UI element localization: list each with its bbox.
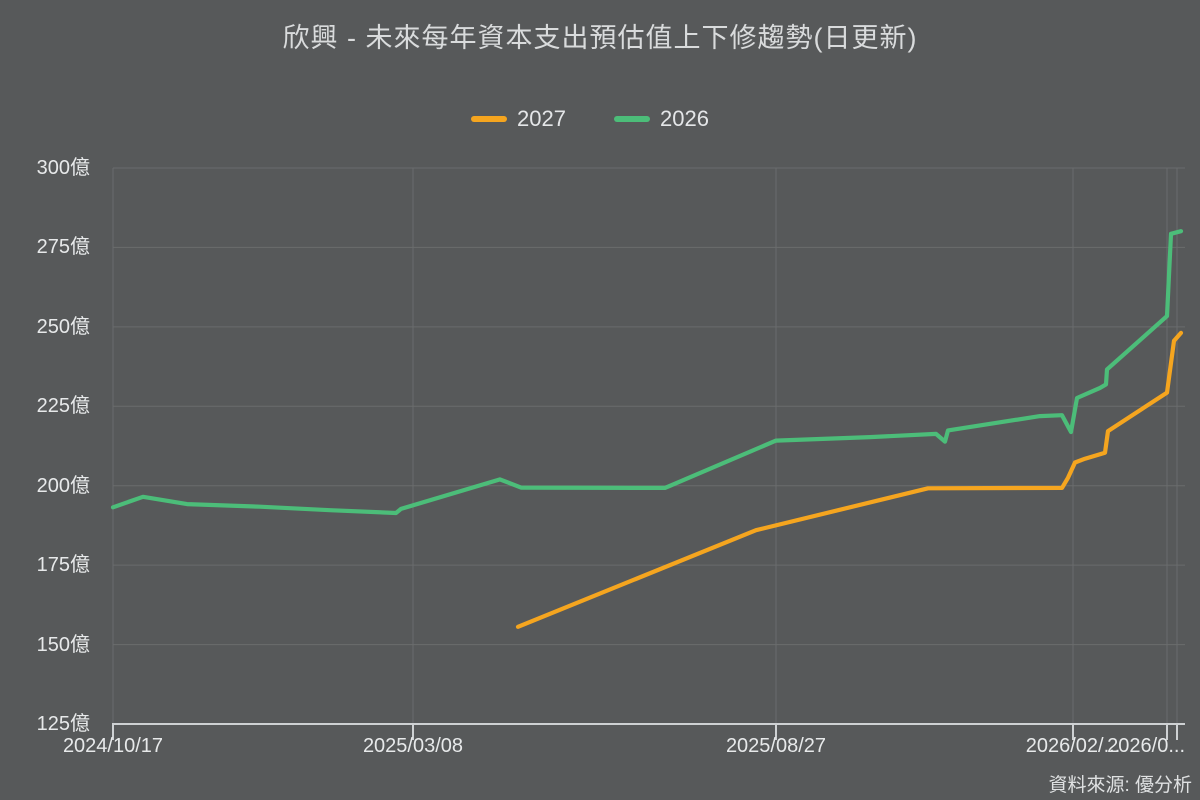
x-axis-label: 2026/0... <box>1107 735 1185 757</box>
legend-swatch-2027 <box>471 116 508 122</box>
x-axis-label: 2026/02/... <box>1025 735 1121 757</box>
x-axis-label: 2025/08/27 <box>725 735 827 757</box>
series-line-2027[interactable] <box>515 330 1184 629</box>
chart-title: 欣興 - 未來每年資本支出預估值上下修趨勢(日更新) <box>282 23 918 53</box>
y-axis-label: 250億 <box>36 315 90 338</box>
data-source-note: 資料來源: 優分析 <box>1048 775 1192 796</box>
y-axis-label: 125億 <box>36 713 90 735</box>
legend-label-2026: 2026 <box>660 106 709 131</box>
legend-item-2027[interactable]: 2027 <box>471 106 566 132</box>
series-line-2026[interactable] <box>110 229 1184 516</box>
y-axis-label: 275億 <box>36 236 90 259</box>
y-axis-label: 225億 <box>36 395 90 418</box>
x-axis-label: 2025/03/08 <box>362 735 464 757</box>
y-axis-label: 200億 <box>36 474 90 497</box>
x-axis-label: 2024/10/17 <box>62 735 164 757</box>
y-axis-label: 300億 <box>36 157 90 179</box>
legend: 2027 2026 <box>0 106 1180 132</box>
y-axis-label: 150億 <box>36 633 90 656</box>
legend-swatch-2026 <box>614 116 650 122</box>
legend-item-2026[interactable]: 2026 <box>614 106 709 132</box>
y-axis-label: 175億 <box>36 554 90 577</box>
legend-label-2027: 2027 <box>517 106 566 131</box>
